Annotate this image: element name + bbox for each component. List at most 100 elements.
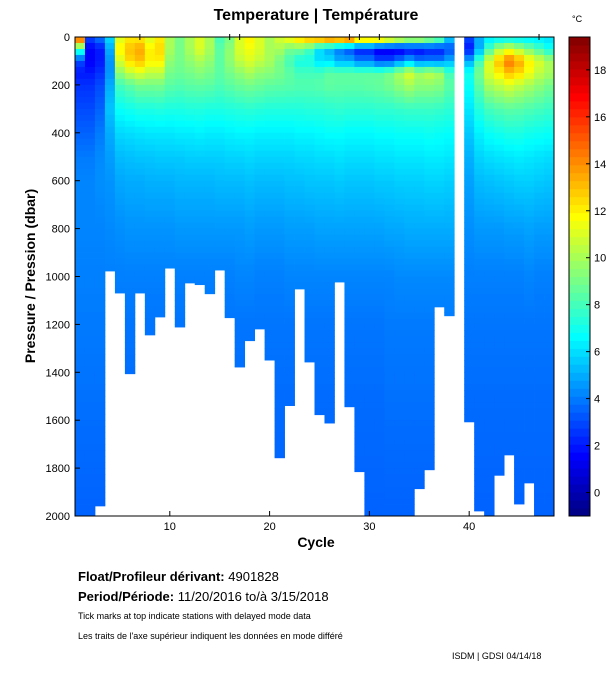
heatmap-cell xyxy=(244,282,256,289)
heatmap-cell xyxy=(104,192,116,200)
heatmap-cell xyxy=(214,210,226,218)
heatmap-cell xyxy=(214,48,226,56)
heatmap-cell xyxy=(384,354,395,361)
heatmap-cell xyxy=(394,288,405,295)
heatmap-cell xyxy=(484,276,495,283)
heatmap-cell xyxy=(94,306,106,313)
heatmap-cell xyxy=(444,96,455,104)
heatmap-cell xyxy=(274,408,285,415)
heatmap-cell xyxy=(544,342,555,349)
heatmap-cell xyxy=(514,132,525,140)
heatmap-cell xyxy=(194,228,206,235)
heatmap-cell xyxy=(114,54,126,62)
heatmap-cell xyxy=(274,204,285,212)
heatmap-cell xyxy=(75,354,86,361)
heatmap-cell xyxy=(384,186,395,194)
heatmap-cell xyxy=(484,414,495,421)
heatmap-cell xyxy=(484,54,495,62)
heatmap-cell xyxy=(534,240,545,247)
heatmap-cell xyxy=(464,102,475,110)
heatmap-cell xyxy=(384,54,395,62)
heatmap-cell xyxy=(414,150,425,158)
heatmap-cell xyxy=(304,288,315,295)
heatmap-cell xyxy=(274,168,285,176)
heatmap-cell xyxy=(534,186,545,194)
heatmap-cell xyxy=(444,132,455,140)
heatmap-cell xyxy=(504,432,515,439)
heatmap-cell xyxy=(154,54,166,62)
heatmap-cell xyxy=(75,474,86,481)
heatmap-cell xyxy=(264,282,275,289)
heatmap-cell xyxy=(84,138,96,146)
heatmap-cell xyxy=(544,336,555,343)
heatmap-cell xyxy=(274,156,285,164)
colorbar-swatch xyxy=(569,412,590,421)
heatmap-cell xyxy=(534,174,545,182)
heatmap-cell xyxy=(514,330,525,337)
heatmap-cell xyxy=(494,270,505,277)
heatmap-cell xyxy=(214,72,226,80)
heatmap-cell xyxy=(224,150,236,158)
heatmap-cell xyxy=(194,84,206,92)
heatmap-cell xyxy=(284,60,295,68)
heatmap-cell xyxy=(374,318,385,325)
heatmap-cell xyxy=(344,282,355,289)
heatmap-cell xyxy=(194,216,206,224)
heatmap-cell xyxy=(424,282,435,289)
heatmap-cell xyxy=(484,138,495,146)
heatmap-cell xyxy=(324,378,335,385)
heatmap-cell xyxy=(84,72,96,80)
heatmap-cell xyxy=(224,102,236,110)
colorbar-swatch xyxy=(569,492,590,501)
heatmap-cell xyxy=(354,324,365,331)
heatmap-cell xyxy=(494,354,505,361)
heatmap-cell xyxy=(244,210,256,218)
heatmap-cell xyxy=(384,150,395,158)
heatmap-cell xyxy=(144,222,156,229)
heatmap-cell xyxy=(434,276,445,283)
heatmap-cell xyxy=(104,138,116,146)
heatmap-cell xyxy=(394,462,405,469)
heatmap-cell xyxy=(284,312,295,319)
heatmap-cell xyxy=(164,37,176,44)
heatmap-cell xyxy=(84,270,96,277)
heatmap-cell xyxy=(444,54,455,62)
heatmap-cell xyxy=(394,294,405,301)
heatmap-cell xyxy=(364,270,375,277)
heatmap-cell xyxy=(314,354,325,361)
heatmap-cell xyxy=(294,198,305,206)
heatmap-cell xyxy=(75,312,86,319)
heatmap-cell xyxy=(424,120,435,128)
heatmap-cell xyxy=(224,138,236,146)
heatmap-cell xyxy=(294,120,305,128)
heatmap-cell xyxy=(154,282,166,289)
heatmap-cell xyxy=(264,102,275,110)
heatmap-cell xyxy=(154,222,166,229)
heatmap-cell xyxy=(344,300,355,307)
heatmap-cell xyxy=(404,42,415,50)
heatmap-cell xyxy=(114,90,126,98)
heatmap-cell xyxy=(284,90,295,98)
heatmap-cell xyxy=(524,270,535,277)
heatmap-cell xyxy=(114,37,126,44)
heatmap-cell xyxy=(264,336,275,343)
heatmap-cell xyxy=(314,120,325,128)
heatmap-cell xyxy=(514,222,525,229)
heatmap-cell xyxy=(104,48,116,56)
heatmap-cell xyxy=(414,84,425,92)
heatmap-cell xyxy=(324,216,335,224)
heatmap-cell xyxy=(304,90,315,98)
heatmap-cell xyxy=(384,396,395,403)
heatmap-cell xyxy=(204,240,216,247)
heatmap-cell xyxy=(504,270,515,277)
heatmap-cell xyxy=(324,162,335,170)
heatmap-cell xyxy=(184,222,196,229)
heatmap-cell xyxy=(264,72,275,80)
heatmap-cell xyxy=(344,72,355,80)
heatmap-cell xyxy=(384,468,395,475)
heatmap-cell xyxy=(94,138,106,146)
heatmap-cell xyxy=(144,162,156,170)
heatmap-cell xyxy=(75,336,86,343)
heatmap-cell xyxy=(504,240,515,247)
heatmap-cell xyxy=(254,288,266,295)
